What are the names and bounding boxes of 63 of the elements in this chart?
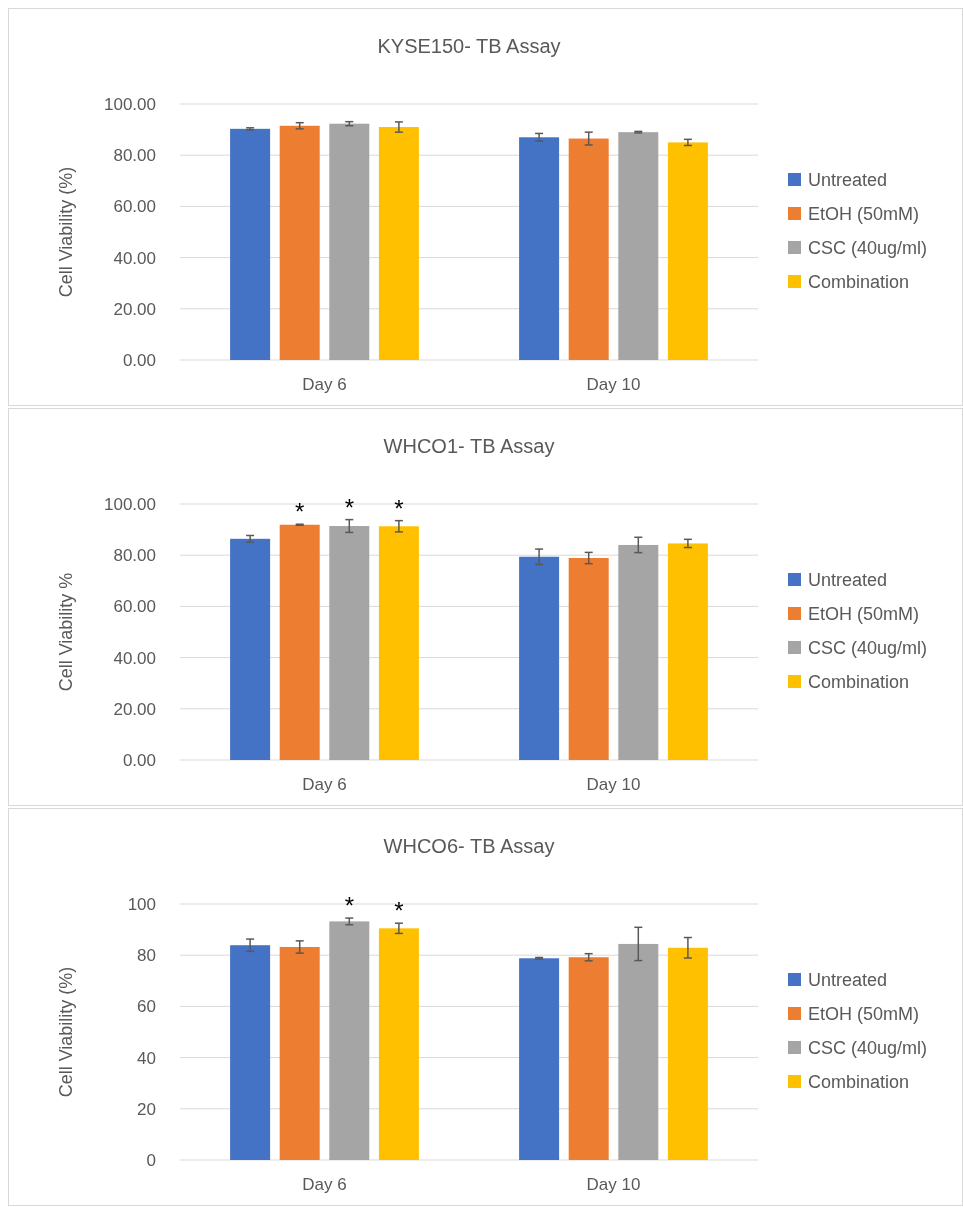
y-axis-title: Cell Viability % <box>56 572 76 692</box>
y-tick-label: 20 <box>137 1099 156 1119</box>
legend-label: Untreated <box>808 570 888 591</box>
y-tick-label: 20.00 <box>113 699 156 719</box>
chart-title: WHCO6- TB Assay <box>383 835 555 857</box>
annotation: * <box>394 494 404 522</box>
legend-label: EtOH (50mM) <box>808 1004 920 1025</box>
y-tick-label: 0.00 <box>122 350 156 370</box>
y-tick-label: 100 <box>127 894 156 914</box>
y-tick-label: 40.00 <box>113 648 156 668</box>
bar <box>279 524 320 760</box>
x-tick-label: Day 10 <box>586 1175 641 1194</box>
bar <box>618 943 659 1160</box>
y-tick-label: 100.00 <box>104 494 156 514</box>
bar <box>279 947 320 1160</box>
y-axis-title: Cell Viability (%) <box>56 966 76 1098</box>
bar <box>568 558 609 760</box>
legend-label: CSC (40ug/ml) <box>808 238 928 259</box>
annotation: * <box>394 897 404 925</box>
x-tick-label: Day 6 <box>302 375 347 394</box>
bar <box>329 921 370 1160</box>
bar <box>230 945 271 1160</box>
bar <box>667 543 708 760</box>
y-tick-label: 20.00 <box>113 299 156 319</box>
legend-label: EtOH (50mM) <box>808 204 920 225</box>
y-tick-label: 0.00 <box>122 750 156 770</box>
legend-label: CSC (40ug/ml) <box>808 1038 928 1059</box>
annotation: * <box>344 493 354 521</box>
x-tick-label: Day 6 <box>302 775 347 794</box>
bar <box>378 526 419 760</box>
y-tick-label: 80.00 <box>113 146 156 166</box>
y-tick-label: 40.00 <box>113 248 156 268</box>
y-tick-label: 60 <box>137 997 156 1017</box>
bar <box>568 957 609 1160</box>
bar <box>329 526 370 760</box>
bar <box>519 958 560 1160</box>
legend-label: Combination <box>808 1072 910 1093</box>
y-tick-label: 60.00 <box>113 197 156 217</box>
bar <box>667 947 708 1160</box>
bar <box>230 538 271 760</box>
chart-title: KYSE150- TB Assay <box>377 35 561 57</box>
y-tick-label: 80 <box>137 946 156 966</box>
y-tick-label: 80.00 <box>113 546 156 566</box>
legend-label: Combination <box>808 272 910 293</box>
legend-label: CSC (40ug/ml) <box>808 638 928 659</box>
legend-label: Combination <box>808 672 910 693</box>
annotation: * <box>295 498 305 526</box>
y-tick-label: 0 <box>146 1150 156 1170</box>
x-tick-label: Day 10 <box>586 375 641 394</box>
y-tick-label: 100.00 <box>104 94 156 114</box>
bar <box>618 544 659 760</box>
annotation: * <box>344 892 354 920</box>
bar <box>519 556 560 760</box>
x-tick-label: Day 10 <box>586 775 641 794</box>
legend-label: Untreated <box>808 170 888 191</box>
legend-label: EtOH (50mM) <box>808 604 920 625</box>
legend-label: Untreated <box>808 970 888 991</box>
bar <box>378 928 419 1160</box>
x-tick-label: Day 6 <box>302 1175 347 1194</box>
y-tick-label: 60.00 <box>113 597 156 617</box>
y-axis-title: Cell Viability (%) <box>56 166 76 298</box>
y-tick-label: 40 <box>137 1048 156 1068</box>
chart-title: WHCO1- TB Assay <box>383 435 555 457</box>
